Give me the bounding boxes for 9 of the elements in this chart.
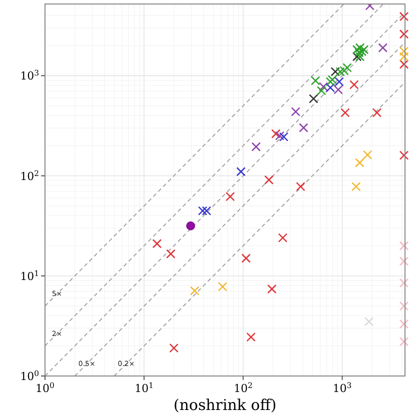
x-tick-label: 10$^{1}$ xyxy=(134,380,154,395)
y-tick-label: 10$^{1}$ xyxy=(20,268,39,283)
y-tick-label: 10$^{3}$ xyxy=(20,68,40,83)
y-tick-label: 10$^{2}$ xyxy=(20,168,40,183)
x-tick-label: 10$^{0}$ xyxy=(36,380,55,395)
x-axis-title: (noshrink off) xyxy=(174,396,276,414)
y-tick-label: 10$^{0}$ xyxy=(20,368,40,383)
x-tick-label: 10$^{2}$ xyxy=(234,380,253,395)
x-tick-label: 10$^{3}$ xyxy=(332,380,352,395)
